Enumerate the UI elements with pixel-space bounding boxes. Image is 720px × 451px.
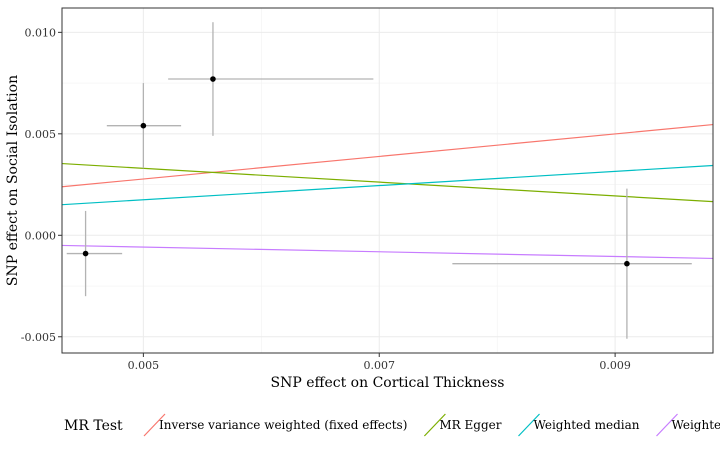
y-tick-label: 0.005	[25, 128, 57, 141]
regression-line	[61, 123, 714, 188]
data-points	[66, 22, 692, 339]
regression-line	[61, 162, 714, 203]
y-tick-label: -0.005	[21, 331, 56, 344]
regression-line	[61, 164, 714, 206]
regression-line	[61, 244, 714, 260]
data-point	[82, 250, 89, 257]
regression-lines	[61, 123, 714, 260]
data-point	[140, 122, 147, 129]
grid-layer	[62, 8, 713, 353]
legend: MR Test Inverse variance weighted (fixed…	[64, 413, 720, 437]
y-axis-title: SNP effect on Social Isolation	[5, 75, 21, 286]
legend-title: MR Test	[64, 418, 123, 434]
x-tick-label: 0.009	[599, 359, 631, 372]
legend-key	[143, 413, 166, 437]
data-point	[210, 76, 216, 82]
legend-label: Weighted mode	[672, 418, 720, 432]
legend-label: MR Egger	[439, 418, 501, 432]
plot-border	[61, 7, 714, 354]
plot-panel	[62, 8, 713, 353]
legend-label: Weighted median	[534, 418, 640, 432]
data-point	[624, 260, 630, 267]
axis-ticks: 0.005 0.007 0.009 -0.005 0.000 0.005 0.010	[21, 26, 631, 372]
x-tick-label: 0.005	[128, 359, 160, 372]
y-tick-label: 0.000	[25, 229, 57, 242]
y-tick-label: 0.010	[25, 26, 57, 39]
legend-label: Inverse variance weighted (fixed effects…	[159, 418, 407, 432]
x-axis-title: SNP effect on Cortical Thickness	[271, 375, 505, 391]
legend-key	[656, 413, 678, 437]
legend-key	[518, 413, 540, 437]
legend-key	[423, 413, 446, 437]
x-tick-label: 0.007	[363, 359, 395, 372]
